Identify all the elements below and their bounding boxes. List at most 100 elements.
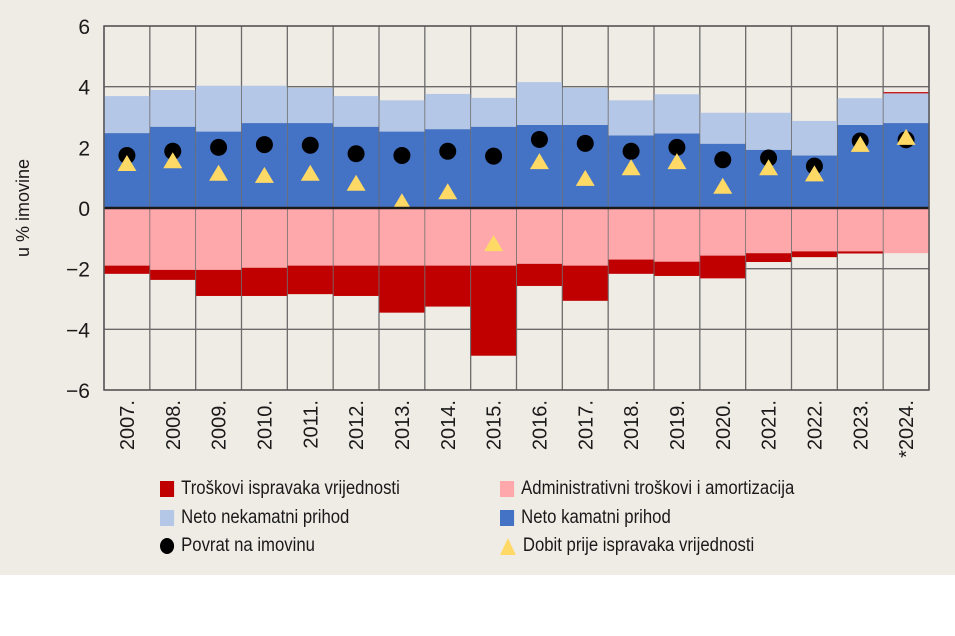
bar-administrativni-tro-kovi-i-amortizacija — [241, 208, 287, 268]
bar-administrativni-tro-kovi-i-amortizacija — [654, 208, 700, 262]
bar-tro-kovi-ispravaka-vrijednosti — [516, 263, 562, 286]
x-tick-label: 2023. — [850, 400, 872, 450]
bar-neto-kamatni-prihod — [471, 126, 517, 208]
pre-impairment-profit-marker — [300, 164, 320, 181]
bar-administrativni-tro-kovi-i-amortizacija — [425, 208, 471, 266]
pre-impairment-profit-marker — [163, 152, 183, 169]
legend-yellow-triangle-icon — [500, 537, 516, 555]
bar-neto-kamatni-prihod — [333, 126, 379, 208]
pre-impairment-profit-marker — [713, 177, 733, 194]
bar-tro-kovi-ispravaka-vrijednosti — [287, 265, 333, 295]
x-tick-label: 2012. — [346, 400, 368, 450]
legend-swatch-light-blue-square-icon — [160, 510, 175, 526]
legend-swatch-pink-square-icon — [500, 481, 515, 497]
roa-marker — [301, 136, 319, 154]
bar-administrativni-tro-kovi-i-amortizacija — [333, 208, 379, 266]
x-tick-label: 2009. — [209, 400, 231, 450]
legend-item-roa: Povrat na imovinu — [160, 535, 315, 557]
bar-tro-kovi-ispravaka-vrijednosti — [883, 92, 929, 94]
pre-impairment-profit-marker — [209, 164, 229, 181]
y-axis-label: u % imovine — [13, 159, 33, 257]
bar-administrativni-tro-kovi-i-amortizacija — [700, 208, 746, 256]
x-tick-label: 2019. — [667, 400, 689, 450]
x-tick-label: 2010. — [254, 400, 276, 450]
bar-tro-kovi-ispravaka-vrijednosti — [791, 251, 837, 258]
bar-tro-kovi-ispravaka-vrijednosti — [562, 265, 608, 301]
bar-neto-nekamatni-prihod — [883, 93, 929, 124]
pre-impairment-profit-marker — [346, 174, 366, 191]
pre-impairment-profit-marker — [667, 153, 687, 170]
y-tick-label: −2 — [66, 259, 90, 282]
bar-tro-kovi-ispravaka-vrijednosti — [425, 265, 471, 307]
bar-tro-kovi-ispravaka-vrijednosti — [333, 265, 379, 296]
axes: 6 4 2 0 −2 −4 −6 2007. 2008. 2009. 2010. 2011. 2012.… — [66, 16, 930, 458]
legend-label: Administrativni troškovi i amortizacija — [521, 478, 795, 499]
legend-item-net-interest-income: Neto kamatni prihod — [500, 507, 671, 529]
x-tick-label: 2020. — [713, 400, 735, 450]
pre-impairment-profit-marker — [438, 183, 458, 200]
bar-neto-nekamatni-prihod — [746, 112, 792, 150]
legend-label: Povrat na imovinu — [181, 535, 315, 556]
bar-tro-kovi-ispravaka-vrijednosti — [700, 255, 746, 279]
x-tick-label: 2016. — [529, 400, 551, 450]
roa-marker — [530, 130, 548, 148]
pre-impairment-profit-marker — [484, 235, 504, 252]
roa-marker — [347, 145, 365, 163]
bar-tro-kovi-ispravaka-vrijednosti — [104, 265, 150, 274]
pre-impairment-profit-marker — [850, 135, 870, 152]
bar-tro-kovi-ispravaka-vrijednosti — [471, 265, 517, 356]
bar-administrativni-tro-kovi-i-amortizacija — [837, 208, 883, 252]
bar-neto-nekamatni-prihod — [333, 96, 379, 127]
bar-neto-kamatni-prihod — [241, 123, 287, 208]
legend-label: Neto nekamatni prihod — [181, 507, 350, 528]
bar-tro-kovi-ispravaka-vrijednosti — [150, 269, 196, 280]
legend-item-non-interest-income: Neto nekamatni prihod — [160, 507, 349, 529]
roa-marker — [255, 136, 273, 154]
bar-tro-kovi-ispravaka-vrijednosti — [241, 267, 287, 296]
bar-administrativni-tro-kovi-i-amortizacija — [746, 208, 792, 254]
bar-tro-kovi-ispravaka-vrijednosti — [746, 253, 792, 262]
x-tick-label: 2008. — [163, 400, 185, 450]
bar-neto-nekamatni-prihod — [379, 100, 425, 132]
roa-marker — [485, 147, 503, 165]
pre-impairment-profit-marker — [621, 159, 641, 176]
legend-label: Dobit prije ispravaka vrijednosti — [522, 535, 755, 556]
bar-administrativni-tro-kovi-i-amortizacija — [791, 208, 837, 252]
x-tick-label: *2024. — [896, 400, 918, 458]
legend-item-impairment: Troškovi ispravaka vrijednosti — [160, 478, 400, 500]
y-tick-label: −4 — [66, 319, 90, 342]
legend-label: Neto kamatni prihod — [521, 507, 671, 528]
roa-marker — [164, 142, 182, 160]
pre-impairment-profit-marker — [804, 165, 824, 182]
bar-neto-nekamatni-prihod — [516, 82, 562, 125]
legend-label: Troškovi ispravaka vrijednosti — [181, 478, 400, 499]
bar-administrativni-tro-kovi-i-amortizacija — [104, 208, 150, 266]
pre-impairment-profit-marker — [896, 128, 916, 145]
bar-administrativni-tro-kovi-i-amortizacija — [516, 208, 562, 264]
legend-swatch-blue-square-icon — [500, 510, 515, 526]
pre-impairment-profit-marker — [759, 159, 779, 176]
x-tick-label: 2022. — [804, 400, 826, 450]
bar-tro-kovi-ispravaka-vrijednosti — [196, 269, 242, 296]
y-tick-label: 2 — [78, 137, 90, 160]
chart-panel: 6 4 2 0 −2 −4 −6 2007. 2008. 2009. 2010. 2011. 2012.… — [0, 0, 955, 575]
x-tick-label: 2014. — [438, 400, 460, 450]
roa-marker — [439, 142, 457, 160]
roa-marker — [576, 134, 594, 152]
bar-administrativni-tro-kovi-i-amortizacija — [287, 208, 333, 266]
roa-marker — [760, 149, 778, 167]
bar-neto-nekamatni-prihod — [654, 94, 700, 134]
legend-item-pre-impairment-profit: Dobit prije ispravaka vrijednosti — [500, 535, 754, 557]
bar-administrativni-tro-kovi-i-amortizacija — [150, 208, 196, 270]
bar-tro-kovi-ispravaka-vrijednosti — [837, 251, 883, 254]
chart: 6 4 2 0 −2 −4 −6 2007. 2008. 2009. 2010. 2011. 2012.… — [13, 16, 930, 458]
x-tick-label: 2018. — [621, 400, 643, 450]
bar-neto-nekamatni-prihod — [241, 85, 287, 124]
x-tick-label: 2017. — [575, 400, 597, 450]
roa-marker — [668, 138, 686, 156]
y-tick-label: 0 — [78, 198, 90, 221]
bar-administrativni-tro-kovi-i-amortizacija — [196, 208, 242, 270]
bar-administrativni-tro-kovi-i-amortizacija — [562, 208, 608, 266]
bar-neto-nekamatni-prihod — [425, 93, 471, 130]
bar-neto-nekamatni-prihod — [150, 90, 196, 127]
